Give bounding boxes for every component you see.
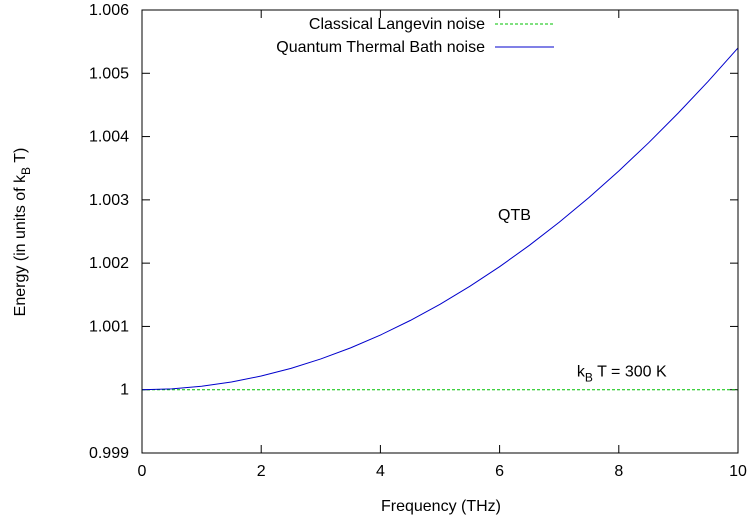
y-axis-label-sub: B [19,167,33,175]
tick-marks [141,9,739,454]
y-tick-label: 1 [120,382,129,399]
tick-labels: 0 2 4 6 8 10 0.999 1 1.001 1.002 1.003 1.004 1.005 1.… [89,2,747,480]
x-tick-label: 8 [614,463,623,480]
temperature-annotation-sub: B [585,370,593,384]
legend-label-classical: Classical Langevin noise [309,16,485,33]
legend-label-qtb: Quantum Thermal Bath noise [276,39,485,56]
legend: Classical Langevin noise Quantum Thermal… [276,16,554,56]
y-tick-label: 1.003 [89,192,129,209]
x-tick-label: 4 [376,463,385,480]
x-tick-label: 10 [729,463,747,480]
x-tick-label: 0 [138,463,147,480]
temperature-annotation-prefix: k [577,363,586,380]
y-tick-label: 1.002 [89,255,129,272]
data-series [141,47,739,391]
temperature-annotation: kB T = 300 K [577,363,667,384]
y-tick-label: 1.001 [89,318,129,335]
x-axis-label: Frequency (THz) [381,498,501,515]
y-axis-label: Energy (in units of kB T) [12,148,33,317]
plot-frame [141,9,739,454]
qtb-annotation: QTB [498,207,531,224]
temperature-annotation-suffix: T = 300 K [593,363,667,380]
y-axis-label-suffix: T) [12,148,29,167]
x-tick-label: 2 [257,463,266,480]
y-tick-label: 1.006 [89,2,129,19]
y-axis-label-prefix: Energy (in units of k [12,174,29,316]
x-tick-label: 6 [495,463,504,480]
series-line-qtb [141,47,739,391]
y-tick-label: 1.004 [89,129,129,146]
y-tick-label: 0.999 [89,445,129,462]
y-tick-label: 1.005 [89,65,129,82]
